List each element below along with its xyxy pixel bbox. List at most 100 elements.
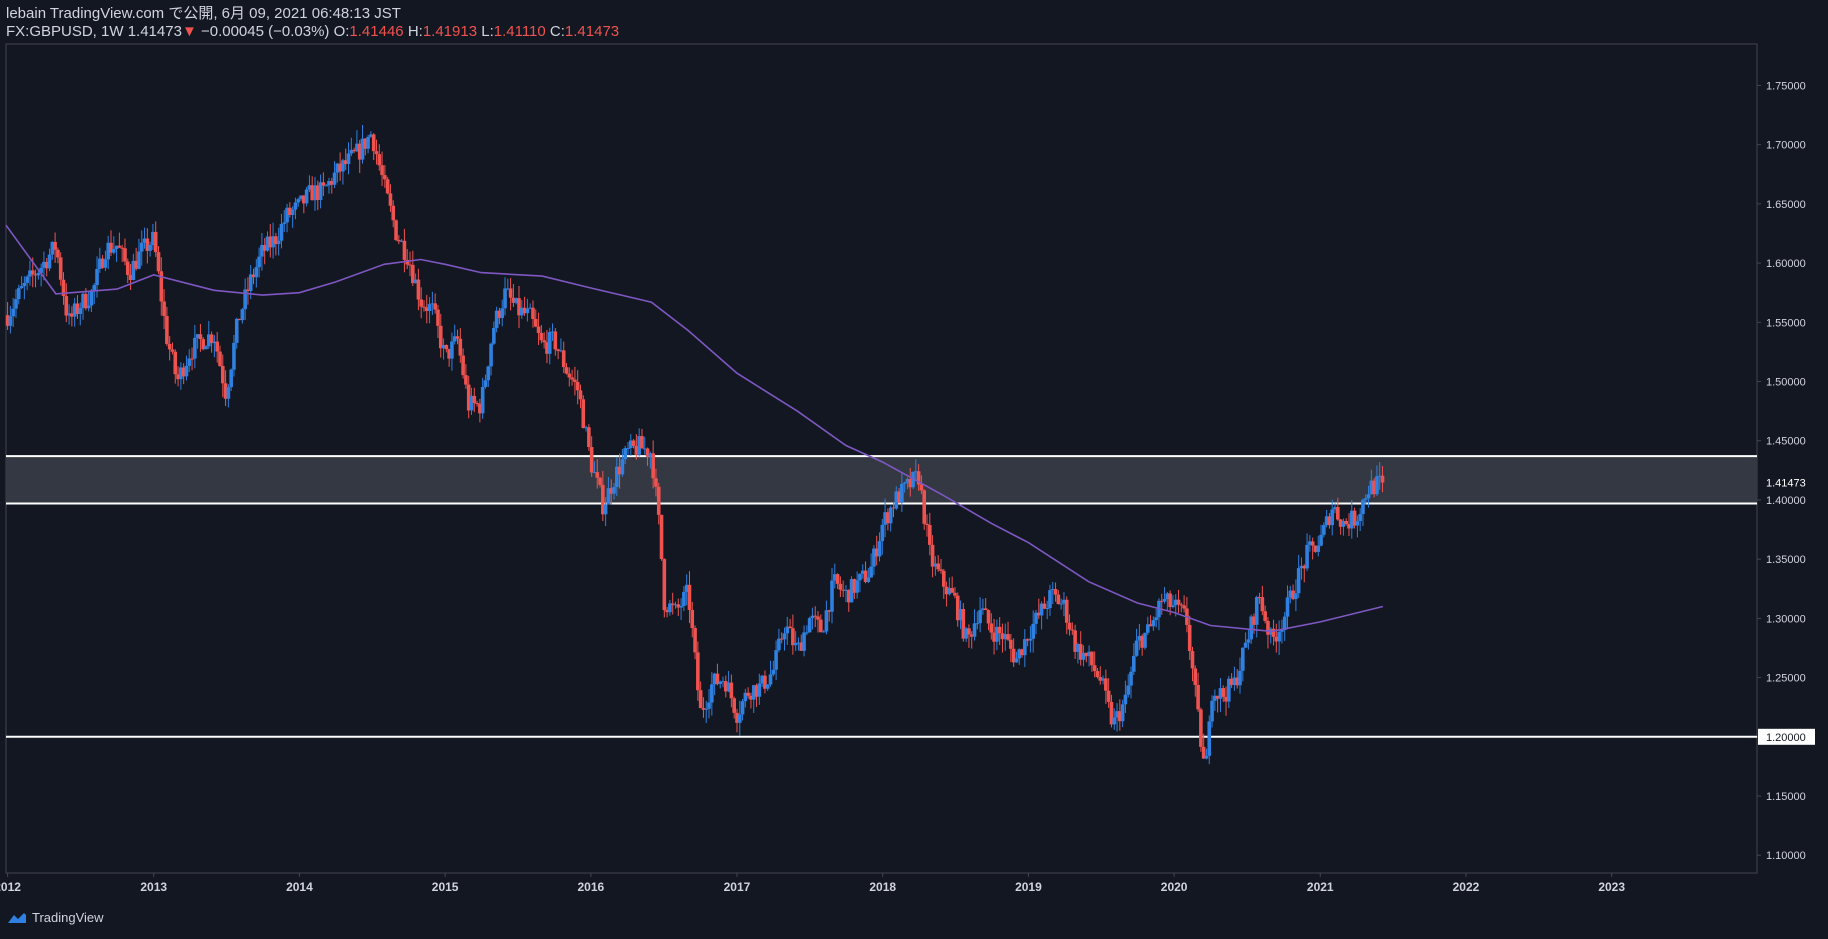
candle-body	[257, 256, 261, 268]
candle-body	[78, 308, 83, 314]
candle-body	[855, 580, 859, 593]
candle-body	[125, 261, 130, 275]
candle-body	[1282, 616, 1287, 630]
candle-body	[1140, 635, 1144, 648]
candle-body	[8, 316, 13, 326]
candle-body	[598, 477, 602, 485]
candle-body	[352, 149, 356, 152]
moving-average-line	[5, 224, 1384, 633]
candle-body	[1363, 498, 1368, 500]
candle-body	[1310, 541, 1315, 546]
candle-body	[145, 238, 150, 251]
candle-body	[603, 504, 608, 515]
time-axis[interactable]: 2012 2013 2014 2015 2016 2017 2018 2019 2020 2021…	[0, 873, 1625, 894]
candle-body	[1006, 634, 1010, 640]
candle-body	[243, 289, 247, 310]
candle-body	[561, 350, 566, 368]
candle-body	[989, 623, 994, 633]
candle-body	[606, 488, 611, 505]
price-axis[interactable]: 1.75000 1.70000 1.65000 1.60000 1.55000 1.500…	[1757, 80, 1806, 862]
candle-body	[1109, 701, 1114, 725]
candle-body	[696, 652, 700, 691]
candle-body	[53, 241, 57, 250]
candle-body	[975, 623, 980, 625]
candle-body	[324, 185, 328, 187]
candle-body	[545, 342, 549, 354]
candle-body	[1243, 642, 1248, 648]
candle-body	[377, 154, 382, 166]
candle-body	[749, 695, 753, 700]
candle-body	[1324, 516, 1329, 526]
candle-body	[148, 245, 152, 251]
candle-body	[111, 248, 116, 253]
candle-body	[919, 484, 924, 491]
candle-body	[902, 482, 907, 484]
y-tick-label: 1.45000	[1766, 436, 1806, 448]
candle-body	[654, 478, 658, 487]
candle-body	[64, 296, 69, 316]
candle-body	[28, 270, 32, 277]
candle-body	[366, 136, 370, 149]
candle-body	[86, 305, 91, 309]
candle-body	[936, 563, 940, 570]
candle-body	[56, 249, 60, 258]
candle-body	[1274, 636, 1279, 642]
candle-body	[204, 346, 208, 350]
candle-body	[503, 288, 507, 309]
candle-body	[573, 379, 577, 382]
down-arrow-icon: ▼	[181, 23, 197, 40]
footer-brand[interactable]: TradingView	[6, 910, 104, 925]
x-tick-label: 2013	[140, 880, 167, 894]
candle-body	[682, 591, 686, 607]
candle-body	[587, 427, 591, 448]
candle-body	[721, 681, 725, 683]
candle-body	[1249, 616, 1253, 640]
candle-body	[162, 301, 166, 317]
candle-body	[1031, 623, 1036, 639]
candle-body	[265, 236, 270, 251]
candle-body	[179, 367, 183, 380]
candle-body	[1112, 717, 1117, 725]
candle-body	[967, 628, 971, 635]
candle-body	[684, 584, 689, 592]
candle-body	[1123, 694, 1128, 705]
candle-body	[961, 608, 966, 639]
candle-body	[1302, 565, 1307, 569]
candle-body	[1215, 695, 1220, 699]
candle-body	[866, 577, 871, 583]
candle-body	[844, 589, 848, 591]
candle-body	[656, 486, 661, 515]
candle-body	[42, 261, 46, 268]
candle-body	[209, 334, 214, 344]
candle-body	[114, 245, 119, 249]
candle-body	[900, 483, 904, 503]
candle-body	[863, 570, 868, 583]
candle-body	[1023, 639, 1027, 656]
candle-body	[547, 332, 552, 354]
candle-body	[478, 403, 482, 414]
candle-body	[360, 138, 365, 160]
candle-body	[704, 708, 709, 710]
candle-body	[556, 349, 560, 352]
candle-body	[89, 291, 94, 306]
candle-body	[70, 313, 74, 317]
x-tick-label: 2018	[869, 880, 896, 894]
candle-body	[11, 308, 15, 317]
candle-body	[724, 681, 728, 692]
candle-body	[165, 316, 169, 344]
price-change: −0.00045 (−0.03%)	[200, 23, 330, 40]
candle-body	[1028, 638, 1033, 641]
candle-body	[710, 684, 714, 703]
candle-body	[92, 285, 97, 292]
candle-body	[1210, 700, 1214, 722]
candle-body	[363, 138, 368, 149]
candle-body	[33, 274, 38, 276]
candle-body	[207, 334, 211, 347]
candle-body	[1064, 599, 1069, 623]
candle-body	[1042, 603, 1047, 609]
y-tick-label: 1.35000	[1766, 554, 1806, 566]
x-tick-label: 2021	[1307, 880, 1334, 894]
candle-body	[997, 626, 1002, 634]
candle-body	[668, 603, 672, 613]
